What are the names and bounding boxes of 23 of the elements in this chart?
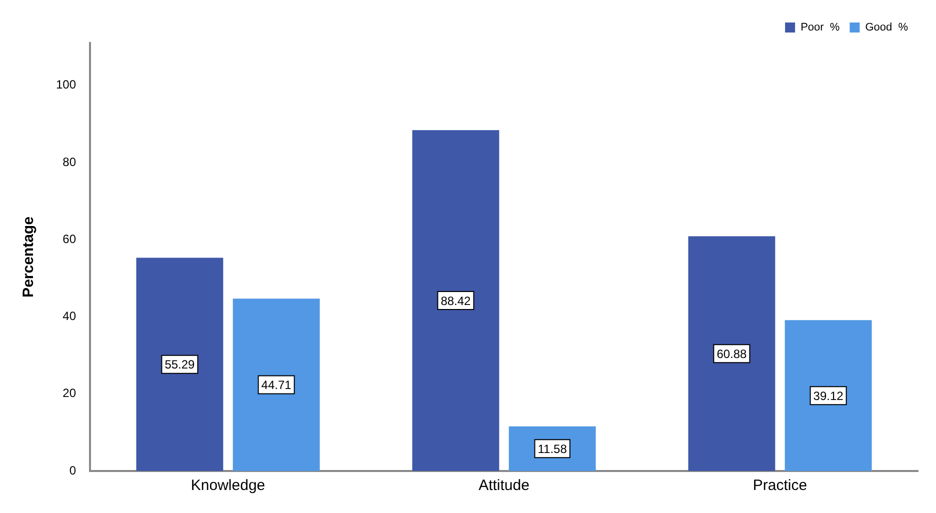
bar <box>136 258 224 471</box>
legend-label: Poor % <box>800 22 840 34</box>
legend-label: Good % <box>865 22 908 34</box>
x-tick-label: Practice <box>752 477 808 494</box>
y-axis-title: Percentage <box>20 216 38 298</box>
data-label: 39.12 <box>813 388 844 403</box>
y-tick-label: 100 <box>56 78 76 92</box>
x-tick-label: Knowledge <box>190 477 266 494</box>
bar <box>688 236 776 471</box>
y-tick-label: 0 <box>69 463 76 478</box>
x-tick-label: Attitude <box>478 477 530 494</box>
y-tick-label: 20 <box>62 386 76 400</box>
bar <box>232 298 320 471</box>
y-tick-label: 80 <box>62 154 76 169</box>
data-label: 11.58 <box>538 442 568 456</box>
bar <box>412 130 500 471</box>
data-label: 44.71 <box>261 378 292 392</box>
y-tick-label: 40 <box>62 309 76 324</box>
data-label: 60.88 <box>716 346 748 361</box>
y-tick-label: 60 <box>62 232 76 246</box>
data-label: 55.29 <box>164 358 196 372</box>
data-label: 88.42 <box>440 294 472 308</box>
bar <box>784 320 872 471</box>
